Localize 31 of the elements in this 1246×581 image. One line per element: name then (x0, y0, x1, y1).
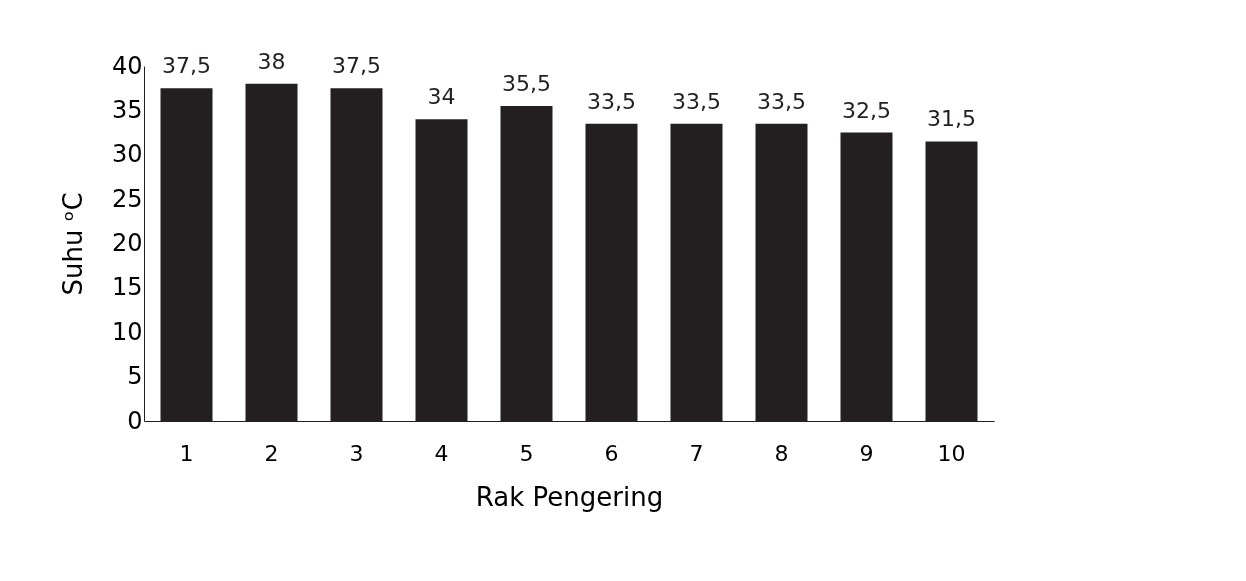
x-tick-label: 2 (264, 440, 279, 466)
data-label: 38 (257, 48, 286, 74)
x-tick-label: 10 (937, 440, 966, 466)
x-tick-label: 8 (774, 440, 789, 466)
y-tick-label: 10 (111, 317, 143, 346)
y-tick-label: 5 (127, 362, 143, 391)
y-tick-label: 35 (111, 95, 143, 124)
x-tick-label: 1 (179, 440, 194, 466)
data-label: 37,5 (162, 53, 211, 79)
x-tick-label: 4 (434, 440, 449, 466)
data-label: 37,5 (332, 53, 381, 79)
x-tick-label: 7 (689, 440, 704, 466)
y-tick-label: 25 (111, 184, 143, 213)
data-label: 33,5 (587, 88, 636, 114)
data-label: 31,5 (927, 106, 976, 132)
data-label: 32,5 (842, 97, 891, 123)
y-tick-label: 20 (111, 229, 143, 257)
data-label: 35,5 (502, 70, 551, 96)
x-axis-title: Rak Pengering (475, 481, 664, 512)
data-label: 34 (427, 84, 456, 110)
x-tick-label: 9 (859, 440, 874, 466)
x-tick-label: 5 (519, 440, 534, 466)
y-axis-title: Suhu ᵒC (57, 192, 88, 296)
data-label: 33,5 (672, 88, 721, 114)
y-tick-label: 0 (127, 406, 143, 435)
y-tick-label: 40 (111, 51, 143, 80)
y-tick-label: 30 (111, 140, 143, 169)
data-label: 33,5 (757, 88, 806, 114)
x-tick-label: 6 (604, 440, 619, 466)
y-tick-label: 15 (111, 273, 143, 302)
x-tick-label: 3 (349, 440, 364, 466)
